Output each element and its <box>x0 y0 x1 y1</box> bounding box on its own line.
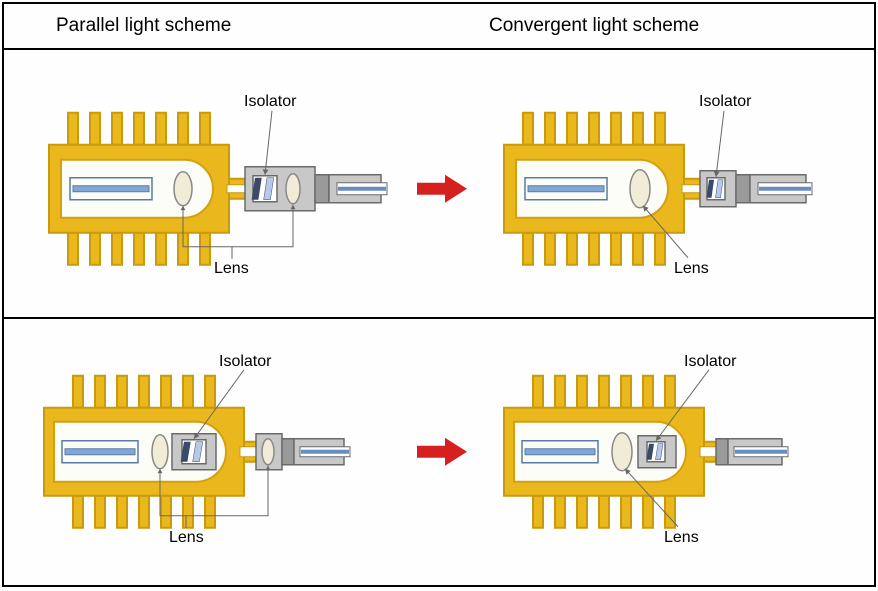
svg-text:Lens: Lens <box>214 260 249 277</box>
svg-text:Isolator: Isolator <box>684 352 737 369</box>
header-row: Parallel light scheme Convergent light s… <box>4 4 874 50</box>
diagram-internal-isolator: Isolator Lens Isolator Lens <box>4 319 874 586</box>
header-right-title: Convergent light scheme <box>441 15 874 37</box>
svg-text:Lens: Lens <box>664 528 699 545</box>
diagram-external-isolator: Isolator Lens Isolator Lens <box>4 50 874 317</box>
svg-text:Isolator: Isolator <box>244 93 297 110</box>
panel-top: Isolator Lens Isolator Lens <box>4 50 874 319</box>
svg-text:Lens: Lens <box>169 528 204 545</box>
svg-text:Isolator: Isolator <box>219 352 272 369</box>
panel-bottom: Isolator Lens Isolator Lens <box>4 319 874 586</box>
svg-text:Lens: Lens <box>674 260 709 277</box>
header-left-title: Parallel light scheme <box>4 15 441 37</box>
svg-text:Isolator: Isolator <box>699 93 752 110</box>
